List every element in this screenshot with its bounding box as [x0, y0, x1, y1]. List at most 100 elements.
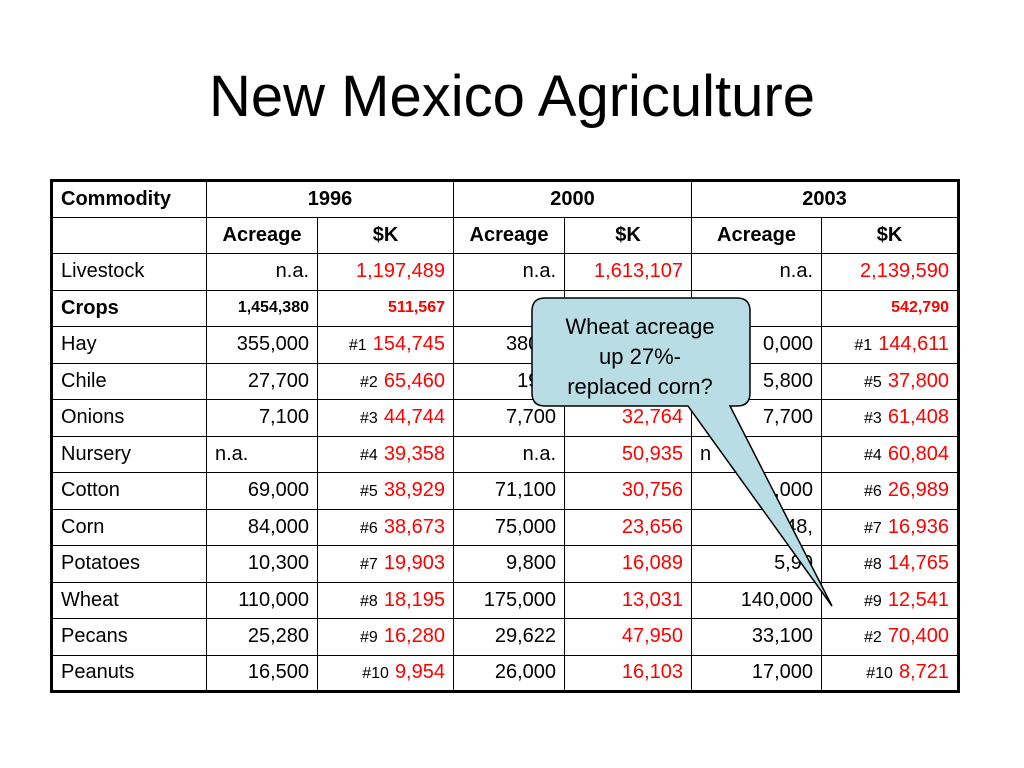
- acreage-cell: n.a.: [206, 253, 318, 291]
- dollar-value: 37,800: [887, 369, 949, 392]
- header-dollars-2003: $K: [821, 216, 960, 254]
- dollar-value: 16,280: [383, 625, 445, 648]
- commodity-cell: Onions: [50, 399, 207, 437]
- acreage-cell: 140,000: [691, 581, 822, 619]
- header-commodity: Commodity: [50, 179, 207, 218]
- value-cell: #8 14,765: [821, 545, 960, 583]
- rank-label: #1: [854, 337, 873, 355]
- rank-label: #5: [864, 373, 882, 391]
- dollar-value: 1,197,489: [356, 260, 445, 283]
- table-row: Pecans 25,280 #9 16,280 29,622 47,950 33,100 #2…: [50, 618, 960, 656]
- value-cell: 1,613,107: [564, 253, 692, 291]
- table-row: Chile 27,700 #2 65,460 19,0 5,800 #5 37,800: [50, 362, 960, 400]
- commodity-cell: Wheat: [50, 581, 207, 619]
- commodity-cell: Livestock: [50, 253, 207, 291]
- header-year-1996: 1996: [206, 179, 454, 218]
- table-row: Hay 355,000 #1 154,745 380,0 0,000 #1 144,611: [50, 326, 960, 364]
- acreage-cell: 1,454,380: [206, 289, 318, 327]
- header-year-2003: 2003: [691, 179, 960, 218]
- value-cell: 1,197,489: [317, 253, 454, 291]
- header-blank: [50, 216, 207, 254]
- acreage-cell: 33,100: [691, 618, 822, 656]
- table-row: Livestock n.a. 1,197,489 n.a. 1,613,107 n.a. 2…: [50, 253, 960, 291]
- header-year-2000: 2000: [453, 179, 692, 218]
- acreage-cell: 175,000: [453, 581, 565, 619]
- value-cell: #1 154,745: [317, 326, 454, 364]
- commodity-cell: Hay: [50, 326, 207, 364]
- header-dollars-1996: $K: [317, 216, 454, 254]
- header-dollars-2000: $K: [564, 216, 692, 254]
- header-acreage-1996: Acreage: [206, 216, 318, 254]
- value-cell: #3 61,408: [821, 399, 960, 437]
- acreage-cell: n.a.: [691, 253, 822, 291]
- acreage-cell: 5,90: [691, 545, 822, 583]
- callout-line: replaced corn?: [567, 374, 713, 399]
- table-row: Crops 1,454,380 511,567 542,790: [50, 289, 960, 327]
- commodity-cell: Chile: [50, 362, 207, 400]
- dollar-value: 12,541: [887, 588, 949, 611]
- rank-label: #1: [348, 337, 367, 355]
- dollar-value: 44,744: [383, 406, 445, 429]
- value-cell: 13,031: [564, 581, 692, 619]
- acreage-cell: 16,500: [206, 654, 318, 693]
- acreage-cell: 9,800: [453, 545, 565, 583]
- rank-label: #4: [360, 446, 378, 464]
- value-cell: #3 44,744: [317, 399, 454, 437]
- rank-label: #7: [864, 519, 882, 537]
- acreage-cell: 26,000: [453, 654, 565, 693]
- callout-line: Wheat acreage: [565, 314, 715, 339]
- acreage-cell: n.a.: [453, 435, 565, 473]
- acreage-cell: 27,700: [206, 362, 318, 400]
- value-cell: #2 65,460: [317, 362, 454, 400]
- table-row: Wheat 110,000 #8 18,195 175,000 13,031 140,000…: [50, 581, 960, 619]
- value-cell: #4 39,358: [317, 435, 454, 473]
- header-row-units: Acreage $K Acreage $K Acreage $K: [50, 216, 960, 254]
- value-cell: 16,089: [564, 545, 692, 583]
- callout-line: up 27%-: [599, 344, 681, 369]
- rank-label: #9: [360, 629, 378, 647]
- value-cell: 2,139,590: [821, 253, 960, 291]
- value-cell: #9 16,280: [317, 618, 454, 656]
- commodity-cell: Cotton: [50, 472, 207, 510]
- value-cell: 47,950: [564, 618, 692, 656]
- callout-text: Wheat acreage up 27%- replaced corn?: [531, 312, 749, 402]
- rank-label: #10: [866, 665, 893, 683]
- value-cell: #7 16,936: [821, 508, 960, 546]
- value-cell: 23,656: [564, 508, 692, 546]
- value-cell: #1 144,611: [821, 326, 960, 364]
- dollar-value: 65,460: [383, 369, 445, 392]
- header-row-years: Commodity 1996 2000 2003: [50, 179, 960, 218]
- rank-label: #10: [362, 665, 389, 683]
- value-cell: #5 37,800: [821, 362, 960, 400]
- rank-label: #2: [360, 373, 378, 391]
- acreage-cell: 69,000: [206, 472, 318, 510]
- acreage-cell: 48,: [691, 508, 822, 546]
- value-cell: #7 19,903: [317, 545, 454, 583]
- value-cell: 30,756: [564, 472, 692, 510]
- dollar-value: 26,989: [887, 479, 949, 502]
- commodity-cell: Crops: [50, 289, 207, 327]
- rank-label: #9: [864, 592, 882, 610]
- acreage-cell: 17,000: [691, 654, 822, 693]
- value-cell: #5 38,929: [317, 472, 454, 510]
- commodity-cell: Peanuts: [50, 654, 207, 693]
- rank-label: #6: [360, 519, 378, 537]
- value-cell: #10 9,954: [317, 654, 454, 693]
- dollar-value: 60,804: [887, 442, 949, 465]
- commodity-cell: Corn: [50, 508, 207, 546]
- dollar-value: 16,936: [887, 515, 949, 538]
- dollar-value: 61,408: [887, 406, 949, 429]
- acreage-cell: 25,280: [206, 618, 318, 656]
- table-row: Potatoes 10,300 #7 19,903 9,800 16,089 5,90 #8 1…: [50, 545, 960, 583]
- header-acreage-2000: Acreage: [453, 216, 565, 254]
- dollar-value: 70,400: [887, 625, 949, 648]
- dollar-value: 39,358: [383, 442, 445, 465]
- value-cell: #9 12,541: [821, 581, 960, 619]
- table-row: Corn 84,000 #6 38,673 75,000 23,656 48, #7 16,93…: [50, 508, 960, 546]
- table-row: Nursery n.a. #4 39,358 n.a. 50,935 n #4 60,804: [50, 435, 960, 473]
- value-cell: 16,103: [564, 654, 692, 693]
- header-acreage-2003: Acreage: [691, 216, 822, 254]
- rank-label: #7: [360, 556, 378, 574]
- value-cell: 32,764: [564, 399, 692, 437]
- table-row: Onions 7,100 #3 44,744 7,700 32,764 7,700 #3 61,…: [50, 399, 960, 437]
